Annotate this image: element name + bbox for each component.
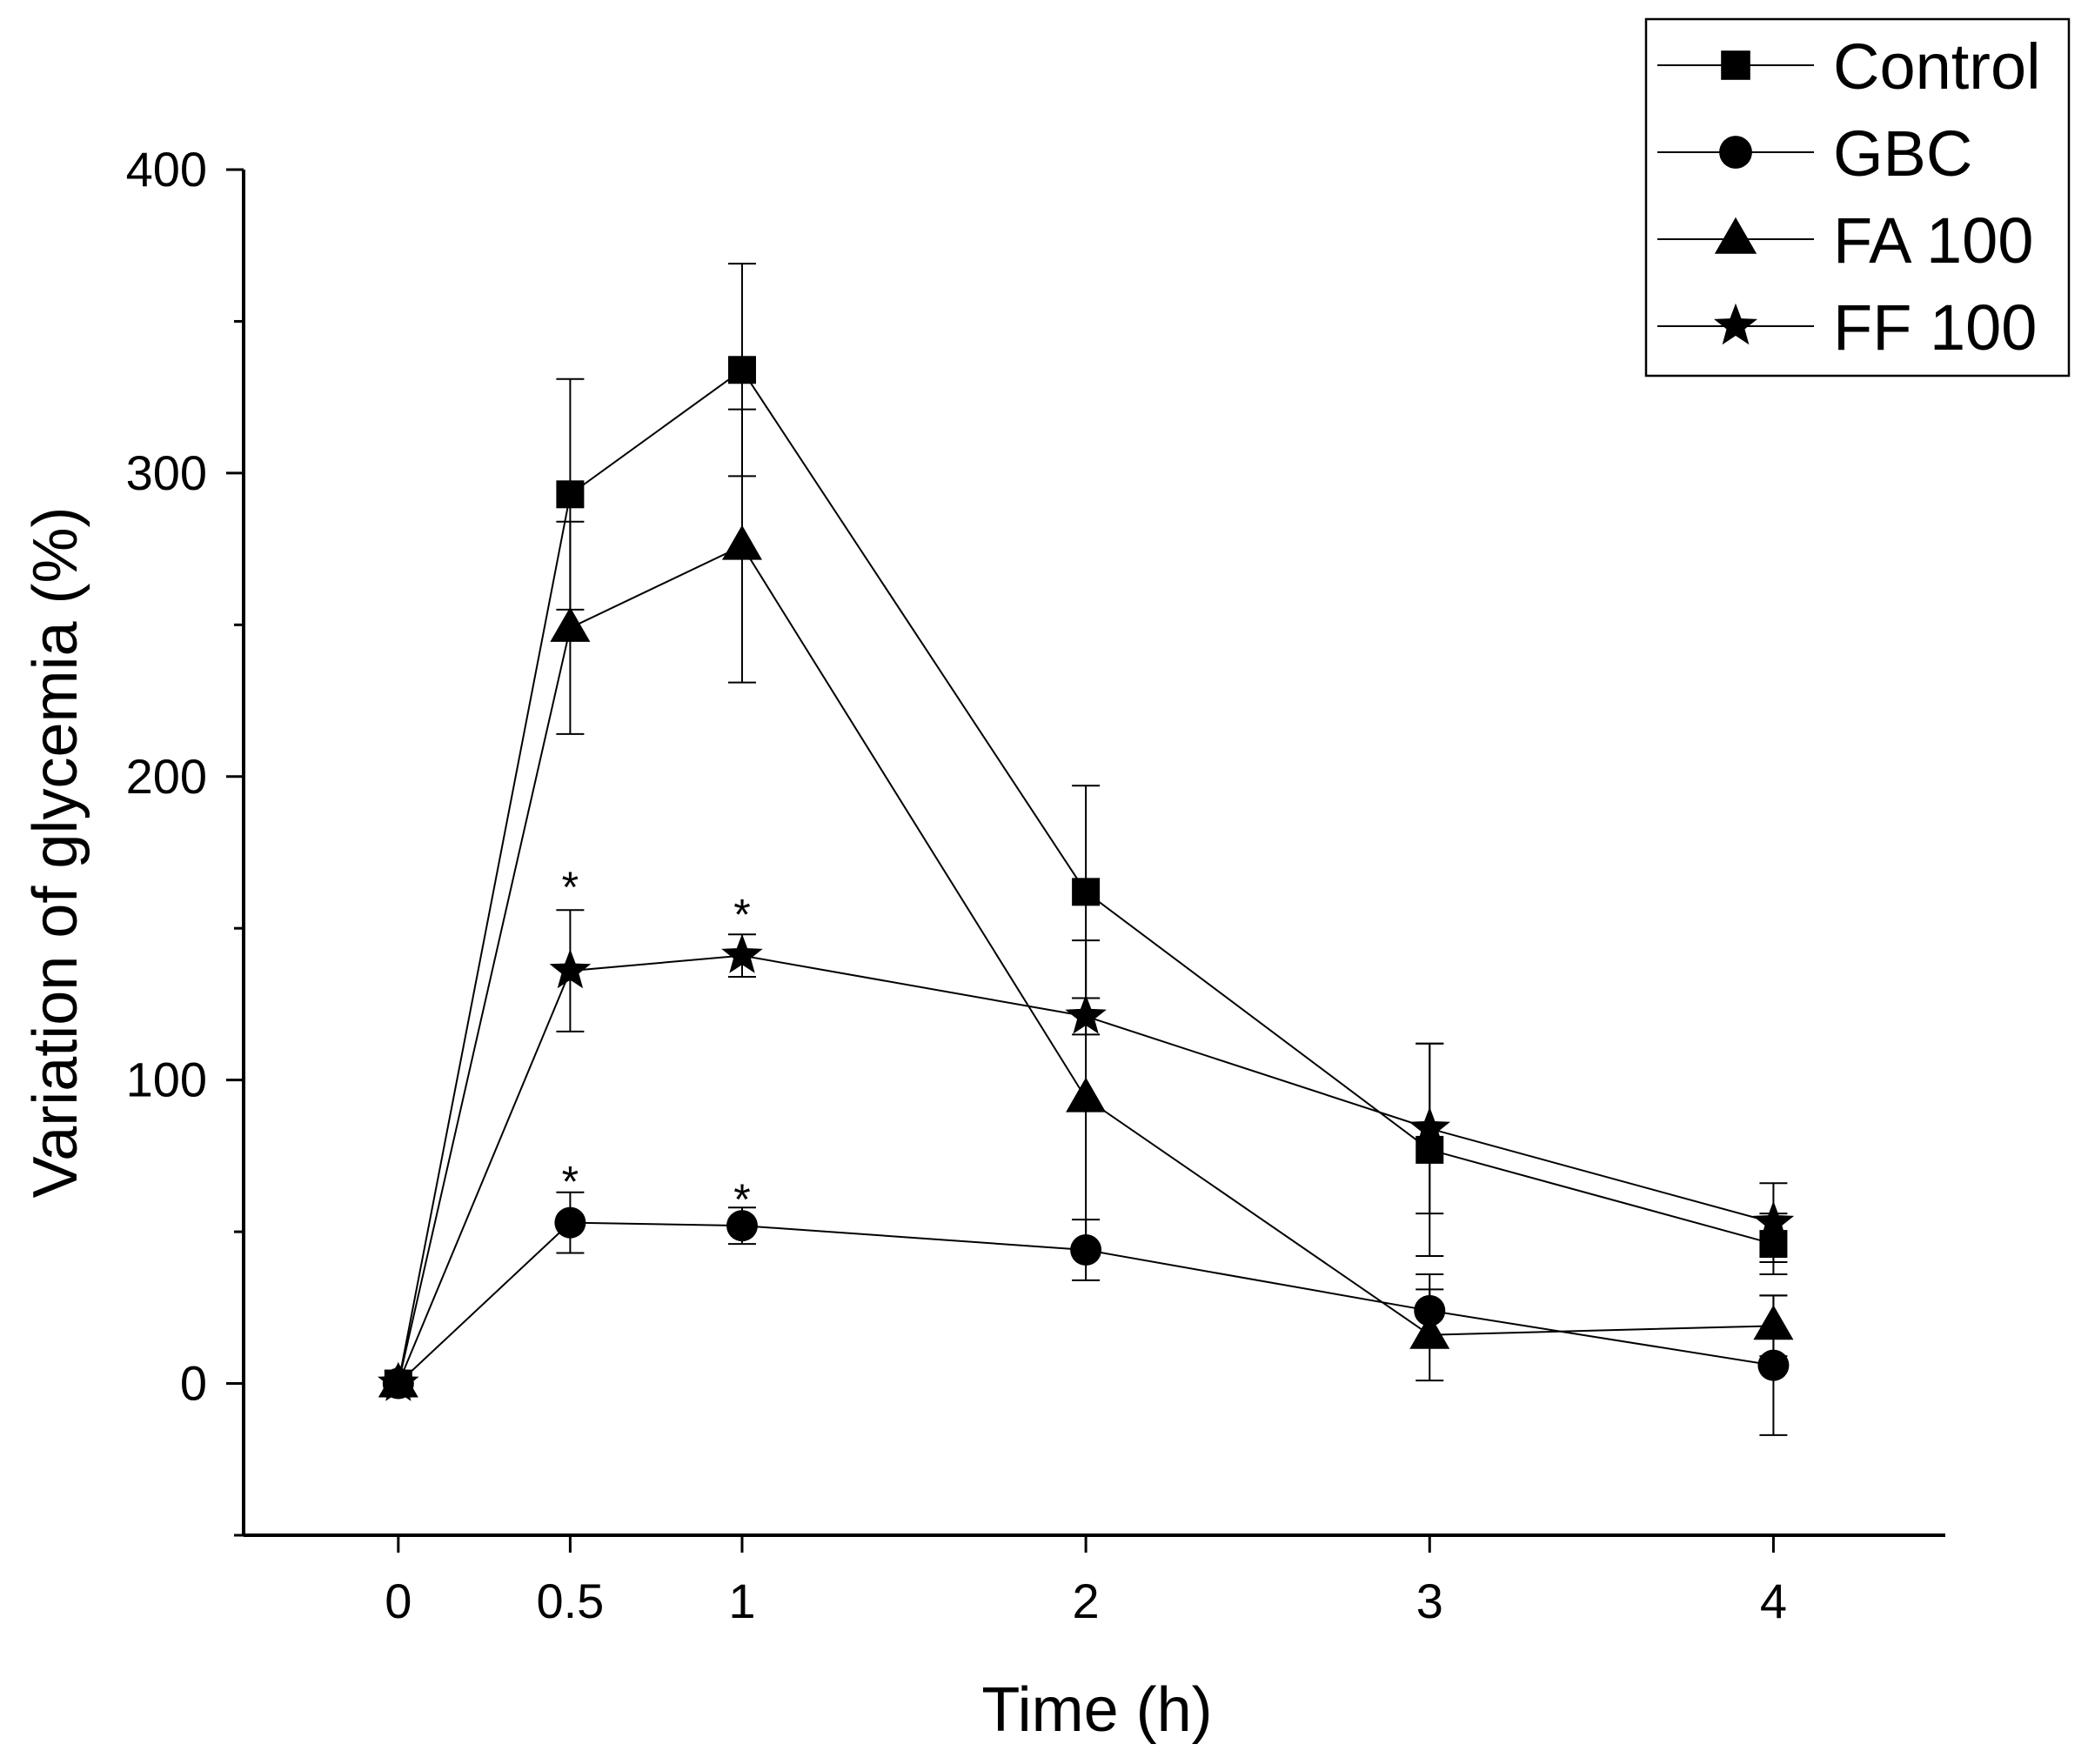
data-point	[554, 1206, 586, 1239]
legend-item: FA 100	[1657, 204, 2033, 277]
data-point	[727, 356, 756, 384]
series-ff-100	[378, 909, 1795, 1401]
legend-item: GBC	[1657, 117, 1972, 190]
data-point	[1409, 1313, 1450, 1349]
annotations: * * * *	[562, 863, 751, 1224]
legend-marker	[1714, 303, 1757, 345]
y-tick-label: 300	[126, 445, 207, 500]
axes: 0 100 200 300 400 0 0.5 1 2 3 4	[126, 142, 1945, 1628]
y-tick-label: 400	[126, 142, 207, 197]
legend-label: FA 100	[1833, 204, 2033, 277]
legend-item: Control	[1657, 30, 2041, 103]
x-tick-label: 2	[1073, 1574, 1100, 1628]
data-point	[1065, 994, 1107, 1034]
series-line	[397, 954, 1774, 1384]
y-tick-label: 200	[126, 749, 207, 804]
data-point	[549, 949, 592, 989]
x-tick-label: 0.5	[536, 1574, 604, 1628]
data-point	[721, 525, 762, 560]
legend: Control GBC FA 100 FF 100	[1644, 17, 2071, 378]
series-line	[397, 368, 1774, 1384]
x-tick-label: 1	[728, 1574, 755, 1628]
x-tick-label: 0	[385, 1574, 412, 1628]
data-point	[550, 606, 591, 642]
y-tick-label: 0	[180, 1356, 207, 1411]
data-point	[1066, 1077, 1107, 1113]
series-fa-100	[378, 408, 1794, 1398]
data-point	[726, 1210, 758, 1242]
significance-marker: *	[562, 863, 579, 912]
legend-marker	[1721, 50, 1750, 80]
legend-item: FF 100	[1657, 291, 2037, 364]
x-tick-label: 4	[1760, 1574, 1787, 1628]
data-point	[1753, 1305, 1794, 1340]
series-line	[397, 545, 1774, 1384]
x-tick-label: 3	[1416, 1574, 1443, 1628]
legend-marker	[1719, 136, 1752, 169]
series-gbc	[382, 1191, 1790, 1436]
data-point	[721, 933, 763, 973]
data-point	[1757, 1349, 1790, 1381]
legend-marker	[1714, 217, 1757, 254]
y-tick-label: 100	[126, 1052, 207, 1107]
legend-label: Control	[1833, 30, 2041, 103]
significance-marker: *	[562, 1157, 579, 1206]
legend-box	[1644, 17, 2071, 378]
data-point	[1072, 878, 1101, 906]
data-point	[378, 1361, 419, 1401]
data-point	[556, 480, 585, 509]
x-axis-title: Time (h)	[981, 1675, 1212, 1745]
legend-label: GBC	[1833, 117, 1972, 190]
data-point	[1752, 1200, 1795, 1240]
significance-marker: *	[733, 1175, 750, 1224]
significance-marker: *	[733, 890, 750, 939]
legend-label: FF 100	[1833, 291, 2037, 364]
series-layer	[378, 263, 1795, 1436]
y-axis-title: Variation of glycemia (%)	[21, 507, 90, 1199]
data-point	[1409, 1106, 1450, 1146]
series-line	[398, 1221, 1774, 1385]
